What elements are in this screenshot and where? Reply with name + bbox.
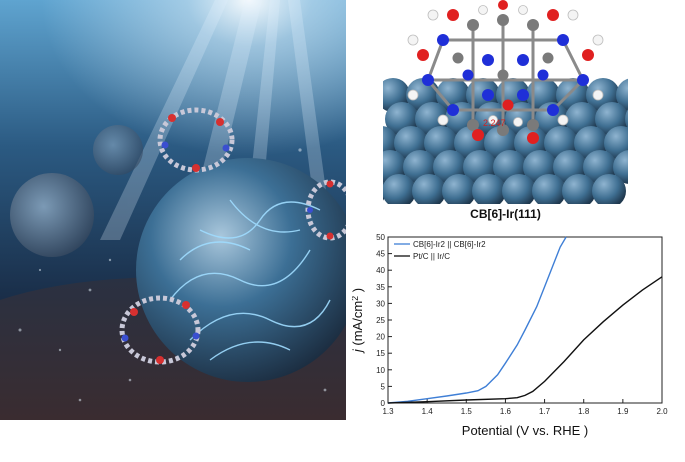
artistic-illustration [0, 0, 346, 420]
ir-atom [532, 174, 566, 204]
y-tick-label: 10 [376, 366, 385, 375]
ir-atom [472, 174, 506, 204]
y-tick-label: 50 [376, 233, 385, 242]
x-axis-title: Potential (V vs. RHE ) [462, 423, 588, 438]
x-tick-label: 1.8 [578, 407, 590, 416]
y-tick-label: 30 [376, 299, 385, 308]
y-tick-label: 45 [376, 250, 385, 259]
cucurbituril-molecules [119, 107, 346, 365]
ir-atom [383, 174, 416, 204]
y-tick-label: 35 [376, 283, 385, 292]
electric-arcs [169, 199, 331, 361]
x-tick-label: 1.3 [382, 407, 394, 416]
series-line-2 [387, 276, 663, 404]
legend-label-series-2: Pt/C || Ir/C [413, 252, 450, 261]
y-tick-label: 5 [381, 382, 386, 391]
y-tick-label: 15 [376, 349, 385, 358]
series-lines [387, 236, 663, 404]
y-tick-label: 20 [376, 333, 385, 342]
ir-atom [412, 174, 446, 204]
ir-atom [592, 174, 626, 204]
x-ticks: 1.3 1.4 1.5 1.6 1.7 1.8 1.9 2.0 [382, 399, 668, 416]
ir-atom [625, 109, 628, 129]
ir-atom [442, 174, 476, 204]
x-tick-label: 1.9 [617, 407, 629, 416]
legend-label-series-1: CB[6]-Ir2 || CB[6]-Ir2 [413, 240, 486, 249]
ir-atom [613, 150, 628, 184]
y-tick-label: 25 [376, 316, 385, 325]
ir-atom [616, 78, 628, 112]
x-tick-label: 1.5 [461, 407, 473, 416]
polarization-chart: 1.3 1.4 1.5 1.6 1.7 1.8 1.9 2.0 0 5 10 15 20 25 30 35 4… [352, 233, 668, 438]
small-nanoparticle-left [10, 173, 94, 257]
ir-atom [502, 174, 536, 204]
plot-frame [387, 236, 663, 404]
small-nanoparticle-top [93, 125, 143, 175]
bubbles [18, 148, 327, 402]
y-tick-label: 0 [381, 399, 386, 408]
ir-atom [562, 174, 596, 204]
x-tick-label: 2.0 [656, 407, 668, 416]
y-tick-label: 40 [376, 266, 385, 275]
ir-atom [604, 126, 628, 160]
x-tick-label: 1.6 [500, 407, 512, 416]
x-tick-label: 1.4 [422, 407, 434, 416]
series-line-1 [387, 236, 567, 404]
model-caption: CB[6]-Ir(111) [470, 207, 541, 221]
x-tick-label: 1.7 [539, 407, 551, 416]
y-ticks: 0 5 10 15 20 25 30 35 40 45 50 [376, 233, 392, 408]
cb6-molecule [407, 0, 604, 144]
bond-length-label: 2.247 [483, 118, 506, 128]
cb6-ir111-model: 2.247 [383, 0, 628, 204]
y-axis-title: j (mA/cm2 ) [352, 288, 365, 354]
ir-surface-slab [383, 78, 628, 204]
legend: CB[6]-Ir2 || CB[6]-Ir2 Pt/C || Ir/C [394, 240, 486, 261]
